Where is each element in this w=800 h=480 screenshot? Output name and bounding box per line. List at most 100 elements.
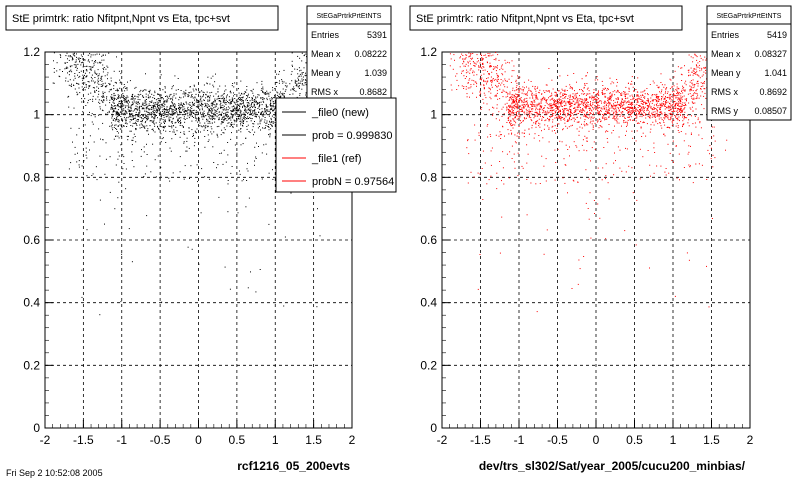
- data-point: [503, 90, 505, 92]
- data-point: [609, 77, 611, 79]
- data-point: [112, 101, 114, 103]
- data-point: [131, 98, 133, 100]
- data-point: [535, 121, 537, 123]
- data-point: [89, 53, 91, 55]
- data-point: [621, 101, 623, 103]
- data-point: [259, 123, 261, 125]
- data-point: [254, 113, 256, 115]
- data-point: [118, 115, 120, 117]
- data-point: [517, 88, 519, 90]
- data-point: [629, 95, 631, 97]
- data-point: [607, 98, 609, 100]
- data-point: [117, 97, 119, 99]
- data-point: [74, 73, 76, 74]
- data-point: [181, 107, 183, 109]
- data-point: [656, 98, 658, 100]
- data-point: [294, 81, 296, 83]
- data-point: [89, 149, 90, 151]
- data-point: [137, 114, 139, 116]
- y-tick-label: 1.2: [23, 45, 40, 59]
- data-point: [86, 66, 88, 67]
- data-point: [592, 103, 594, 105]
- data-point: [550, 103, 552, 105]
- data-point: [118, 102, 120, 104]
- data-point: [617, 97, 619, 99]
- data-point: [513, 105, 515, 107]
- data-point: [684, 111, 686, 113]
- data-point: [591, 116, 593, 118]
- data-point: [146, 125, 148, 127]
- data-point: [94, 116, 96, 118]
- data-point: [141, 117, 142, 119]
- data-point: [119, 107, 121, 109]
- data-point: [480, 78, 482, 80]
- data-point: [573, 117, 575, 119]
- data-point: [228, 99, 230, 101]
- data-point: [664, 84, 666, 86]
- data-point: [162, 113, 164, 115]
- data-point: [125, 99, 127, 101]
- data-point: [627, 112, 629, 114]
- data-point: [81, 165, 83, 167]
- data-point: [145, 73, 146, 75]
- data-point: [215, 104, 217, 106]
- data-point: [220, 102, 222, 104]
- data-point: [583, 109, 584, 111]
- data-point: [642, 122, 644, 124]
- data-point: [67, 58, 68, 60]
- data-point: [519, 133, 520, 135]
- data-point: [236, 110, 237, 112]
- data-point: [261, 83, 263, 85]
- data-point: [221, 97, 223, 99]
- data-point: [637, 94, 639, 96]
- data-point: [163, 126, 165, 128]
- data-point: [110, 96, 112, 98]
- data-point: [179, 136, 181, 138]
- data-point: [239, 118, 241, 120]
- data-point: [661, 90, 662, 92]
- data-point: [138, 109, 140, 111]
- data-point: [303, 84, 305, 86]
- data-point: [272, 169, 273, 171]
- data-point: [667, 117, 669, 119]
- x-tick-label: 0.5: [229, 433, 246, 447]
- data-point: [560, 105, 562, 107]
- data-point: [578, 121, 580, 123]
- data-point: [198, 92, 200, 94]
- data-point: [294, 82, 296, 84]
- data-point: [551, 115, 553, 117]
- data-point: [577, 101, 579, 103]
- data-point: [164, 126, 166, 128]
- data-point: [571, 99, 573, 100]
- data-point: [247, 105, 249, 107]
- data-point: [535, 111, 537, 113]
- data-point: [664, 106, 666, 107]
- data-point: [486, 81, 488, 83]
- data-point: [557, 103, 559, 105]
- data-point: [592, 126, 594, 128]
- data-point: [300, 75, 302, 77]
- data-point: [110, 77, 112, 79]
- data-point: [523, 106, 525, 107]
- data-point: [692, 123, 694, 125]
- data-point: [666, 87, 668, 89]
- data-point: [240, 117, 242, 119]
- data-point: [663, 101, 665, 103]
- data-point: [685, 84, 687, 86]
- data-point: [653, 116, 655, 118]
- data-point: [535, 90, 537, 92]
- data-point: [141, 118, 143, 120]
- data-point: [133, 117, 135, 119]
- data-point: [604, 100, 606, 102]
- data-point: [229, 107, 231, 109]
- data-point: [211, 105, 213, 107]
- data-point: [632, 86, 634, 88]
- data-point: [113, 126, 115, 128]
- data-point: [250, 90, 252, 92]
- data-point: [548, 97, 549, 99]
- data-point: [97, 82, 99, 84]
- data-point: [255, 115, 257, 117]
- data-point: [627, 82, 629, 84]
- data-point: [129, 119, 131, 121]
- data-point: [196, 118, 198, 120]
